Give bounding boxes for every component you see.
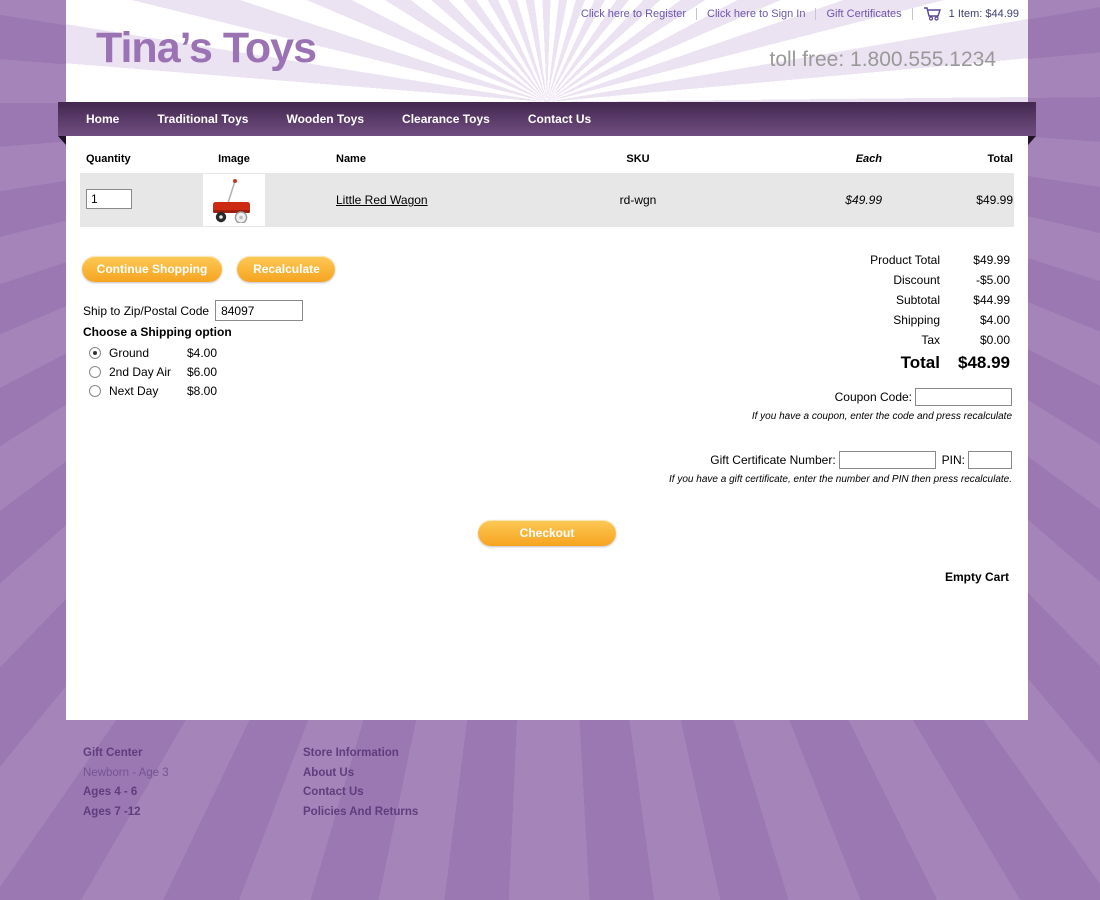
cart-summary-label: 1 Item: $44.99	[948, 7, 1019, 20]
footer-link-ages-7-12[interactable]: Ages 7 -12	[83, 805, 141, 818]
divider	[911, 7, 913, 20]
total-label: Subtotal	[895, 293, 940, 307]
gift-certificates-link[interactable]: Gift Certificates	[826, 7, 902, 20]
main-nav: Home Traditional Toys Wooden Toys Cleara…	[58, 102, 1036, 136]
pin-label: PIN:	[941, 453, 965, 467]
main-content-panel: Click here to Register Click here to Sig…	[58, 0, 1036, 720]
shipping-option-2nd-day-air: 2nd Day Air $6.00	[83, 362, 303, 381]
checkout-button[interactable]: Checkout	[478, 520, 616, 546]
total-row-product-total: Product Total $49.99	[790, 250, 1010, 270]
register-link[interactable]: Click here to Register	[580, 7, 687, 20]
footer-link-gift-center[interactable]: Gift Center	[83, 747, 143, 759]
col-header-sku: SKU	[626, 153, 650, 165]
product-thumbnail	[203, 174, 265, 226]
footer-link-ages-4-6[interactable]: Ages 4 - 6	[83, 786, 138, 798]
footer-link-about-us[interactable]: About Us	[303, 766, 355, 779]
header-sunburst	[66, 0, 1028, 102]
col-header-each: Each	[855, 153, 882, 165]
nav-item-wooden-toys[interactable]: Wooden Toys	[286, 112, 365, 126]
coupon-row: Coupon Code:	[752, 388, 1012, 406]
order-totals: Product Total $49.99 Discount -$5.00 Sub…	[790, 250, 1010, 376]
shipping-section: Ship to Zip/Postal Code Choose a Shippin…	[83, 300, 304, 400]
total-row-grand: Total $48.99	[790, 350, 1010, 376]
cart-actions: Continue Shopping Recalculate	[82, 256, 336, 282]
shipping-option-label: Ground	[109, 345, 150, 360]
shipping-option-next-day: Next Day $8.00	[83, 381, 303, 400]
product-sku: rd-wgn	[619, 193, 657, 207]
footer-link-newborn-age3[interactable]: Newborn - Age 3	[83, 766, 169, 779]
nav-item-traditional-toys[interactable]: Traditional Toys	[157, 112, 249, 126]
radio-next-day[interactable]	[89, 384, 101, 397]
shipping-option-label: Next Day	[109, 383, 159, 398]
shipping-option-label: 2nd Day Air	[109, 364, 172, 379]
total-row-subtotal: Subtotal $44.99	[790, 290, 1010, 310]
total-label: Tax	[921, 333, 940, 347]
product-name-link[interactable]: Little Red Wagon	[336, 193, 428, 207]
zip-input[interactable]	[215, 300, 304, 321]
coupon-input[interactable]	[915, 388, 1012, 406]
divider	[696, 7, 698, 20]
cart-summary[interactable]: 1 Item: $44.99	[923, 6, 1019, 21]
shipping-option-price: $4.00	[187, 345, 218, 360]
nav-fold-left	[58, 136, 66, 145]
pin-input[interactable]	[968, 451, 1012, 469]
nav-item-home[interactable]: Home	[86, 112, 120, 126]
gift-certificate-note: If you have a gift certificate, enter th…	[669, 474, 1012, 485]
total-label: Discount	[893, 273, 940, 287]
shipping-option-price: $6.00	[187, 364, 218, 379]
nav-item-contact-us[interactable]: Contact Us	[527, 112, 592, 126]
footer-link-store-information[interactable]: Store Information	[303, 747, 399, 759]
total-value: $49.99	[973, 253, 1010, 267]
col-header-quantity: Quantity	[86, 153, 131, 165]
recalculate-button[interactable]: Recalculate	[237, 256, 336, 282]
product-each-price: $49.99	[845, 193, 882, 207]
footer-link-policies-and-returns[interactable]: Policies And Returns	[303, 805, 419, 818]
gift-certificate-row: Gift Certificate Number: PIN:	[669, 451, 1012, 469]
shipping-option-ground: Ground $4.00	[83, 343, 303, 362]
grand-total-label: Total	[900, 353, 940, 372]
radio-2nd-day-air[interactable]	[89, 365, 101, 378]
sign-in-link[interactable]: Click here to Sign In	[707, 7, 806, 20]
radio-ground[interactable]	[89, 346, 101, 359]
little-red-wagon-icon	[213, 179, 250, 223]
shipping-option-price: $8.00	[187, 383, 218, 398]
col-header-name: Name	[336, 153, 366, 165]
nav-item-clearance-toys[interactable]: Clearance Toys	[402, 112, 490, 126]
total-value: -$5.00	[975, 273, 1010, 287]
shopping-cart-icon	[923, 7, 941, 21]
total-value: $0.00	[979, 333, 1010, 347]
total-label: Product Total	[870, 253, 940, 267]
total-row-discount: Discount -$5.00	[790, 270, 1010, 290]
total-label: Shipping	[893, 313, 940, 327]
continue-shopping-button[interactable]: Continue Shopping	[82, 256, 222, 282]
footer-link-contact-us[interactable]: Contact Us	[303, 786, 364, 798]
gift-certificate-input[interactable]	[838, 451, 936, 469]
toll-free-number: toll free: 1.800.555.1234	[769, 48, 996, 71]
total-value: $44.99	[973, 293, 1010, 307]
footer-column-store-info: Store Information About Us Contact Us Po…	[303, 744, 418, 822]
col-header-image: Image	[218, 153, 250, 165]
gift-certificate-section: Gift Certificate Number: PIN: If you hav…	[669, 451, 1012, 485]
total-row-tax: Tax $0.00	[790, 330, 1010, 350]
nav-fold-right	[1028, 136, 1036, 145]
total-row-shipping: Shipping $4.00	[790, 310, 1010, 330]
shipping-option-title: Choose a Shipping option	[83, 325, 232, 339]
coupon-section: Coupon Code: If you have a coupon, enter…	[752, 388, 1012, 422]
coupon-note: If you have a coupon, enter the code and…	[751, 411, 1012, 422]
quantity-input[interactable]	[86, 189, 132, 209]
site-logo[interactable]: Tina’s Toys	[96, 24, 317, 72]
zip-row: Ship to Zip/Postal Code	[83, 300, 304, 321]
col-header-total: Total	[987, 153, 1013, 165]
gift-certificate-label: Gift Certificate Number:	[710, 453, 836, 467]
empty-cart-link[interactable]: Empty Cart	[944, 570, 1009, 584]
zip-label: Ship to Zip/Postal Code	[83, 303, 210, 318]
coupon-label: Coupon Code:	[834, 390, 912, 404]
product-total-price: $49.99	[976, 193, 1013, 207]
utility-bar: Click here to Register Click here to Sig…	[581, 6, 1019, 21]
footer-column-categories: Gift Center Newborn - Age 3 Ages 4 - 6 A…	[83, 744, 169, 822]
divider	[815, 7, 817, 20]
grand-total-value: $48.99	[958, 353, 1010, 372]
total-value: $4.00	[979, 313, 1010, 327]
